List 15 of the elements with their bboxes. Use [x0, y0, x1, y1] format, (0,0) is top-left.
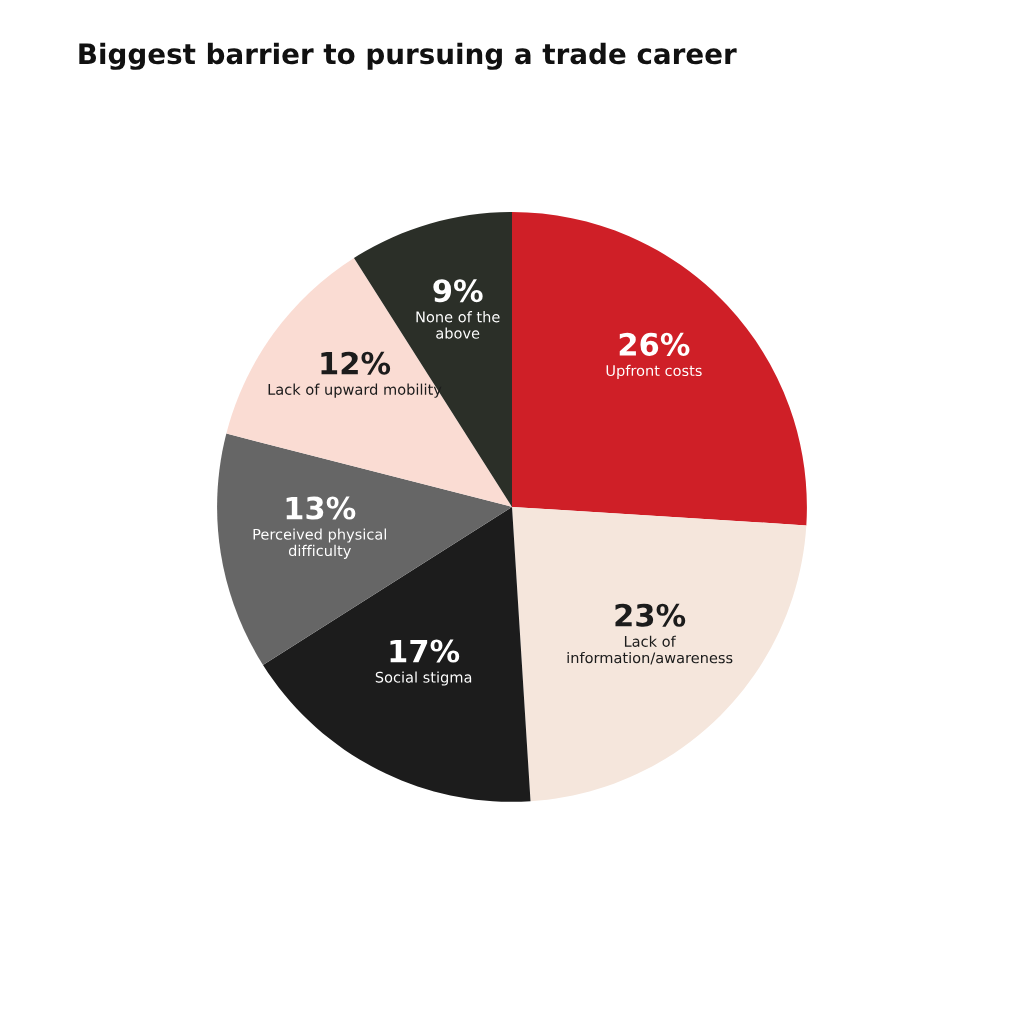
- data-label: 17%: [390, 639, 460, 663]
- chart-title: Biggest barrier to pursuing a trade career: [79, 42, 737, 70]
- data-label: 26%: [619, 332, 690, 356]
- slice-label: Social stigma: [375, 671, 472, 686]
- data-label: 12%: [321, 351, 391, 375]
- pie-slice: [512, 211, 807, 526]
- pie-slice: [512, 506, 807, 802]
- pie-slice: [217, 433, 512, 665]
- slice-label: Perceived physical difficulty: [253, 528, 386, 559]
- slice-label: Upfront costs: [606, 364, 702, 379]
- data-label: 23%: [615, 603, 686, 627]
- data-label: 13%: [286, 496, 356, 520]
- slice-label: Lack of information/awareness: [567, 635, 733, 665]
- slice-label: None of the above: [416, 311, 500, 339]
- data-label: 9%: [433, 279, 483, 303]
